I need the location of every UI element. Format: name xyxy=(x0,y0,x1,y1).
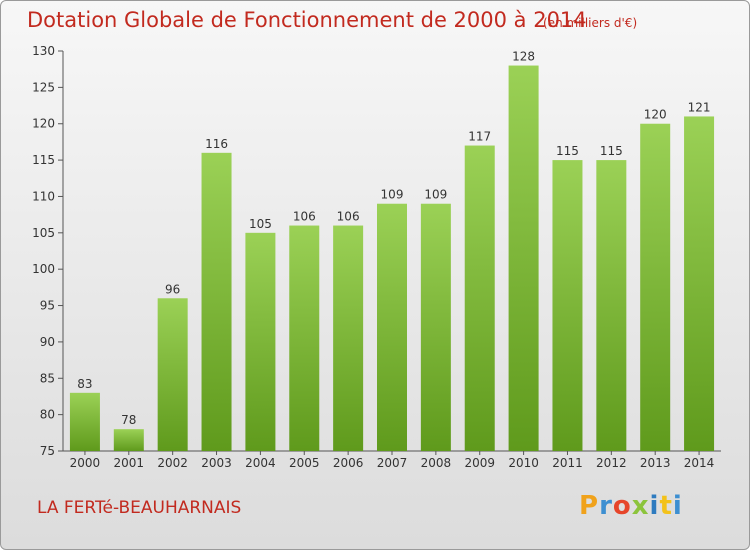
x-tick-label: 2003 xyxy=(201,456,232,470)
bar xyxy=(69,392,100,451)
data-label: 109 xyxy=(381,188,404,202)
y-tick-label: 100 xyxy=(32,262,55,276)
x-tick-label: 2012 xyxy=(596,456,627,470)
proxiti-logo: Proxiti xyxy=(579,491,683,521)
x-tick-label: 2002 xyxy=(157,456,188,470)
x-tick-label: 2006 xyxy=(333,456,364,470)
bar xyxy=(596,160,627,451)
y-tick-label: 130 xyxy=(32,44,55,58)
y-tick-label: 115 xyxy=(32,153,55,167)
x-tick-label: 2011 xyxy=(552,456,583,470)
logo-letter: r xyxy=(599,491,613,521)
bar xyxy=(377,203,407,451)
data-label: 96 xyxy=(165,282,180,296)
bar xyxy=(245,232,276,451)
y-tick-label: 120 xyxy=(32,117,55,131)
y-tick-label: 80 xyxy=(40,408,55,422)
y-tick-label: 85 xyxy=(40,371,55,385)
x-tick-label: 2001 xyxy=(114,456,145,470)
data-label: 78 xyxy=(121,413,136,427)
bar xyxy=(684,116,715,452)
data-label: 121 xyxy=(688,100,711,114)
logo-letter: i xyxy=(649,491,660,521)
bar xyxy=(640,123,671,452)
data-label: 106 xyxy=(337,210,360,224)
bar xyxy=(508,65,539,451)
x-tick-label: 2000 xyxy=(70,456,101,470)
x-tick-label: 2004 xyxy=(245,456,276,470)
bar xyxy=(113,429,144,451)
x-tick-label: 2010 xyxy=(508,456,539,470)
bar xyxy=(157,298,188,451)
data-label: 115 xyxy=(600,144,623,158)
logo-letter: i xyxy=(672,491,683,521)
chart-title: Dotation Globale de Fonctionnement de 20… xyxy=(27,8,587,32)
logo-letter: P xyxy=(579,491,600,521)
data-label: 116 xyxy=(205,137,228,151)
bar xyxy=(201,152,232,451)
commune-name: LA FERTé-BEAUHARNAIS xyxy=(37,498,242,518)
bar xyxy=(464,145,495,451)
x-tick-label: 2014 xyxy=(684,456,715,470)
bar xyxy=(420,203,451,451)
x-tick-label: 2007 xyxy=(377,456,408,470)
x-tick-label: 2013 xyxy=(640,456,671,470)
data-label: 106 xyxy=(293,210,316,224)
y-tick-label: 125 xyxy=(32,80,55,94)
bar xyxy=(552,160,583,451)
data-label: 115 xyxy=(556,144,579,158)
y-tick-label: 75 xyxy=(40,444,55,458)
logo-letter: x xyxy=(631,491,650,521)
y-tick-label: 90 xyxy=(40,335,55,349)
bars: 83 78 96 116 105 106 106 109 109 117 128 115 115 120 1… xyxy=(69,50,715,452)
data-label: 109 xyxy=(424,188,447,202)
axes: 75 80 85 90 95 100 105 110 115 120 125 130 2000 2001 2… xyxy=(32,44,721,470)
logo-letter: t xyxy=(659,491,673,521)
logo-letter: o xyxy=(612,491,632,521)
data-label: 83 xyxy=(77,377,92,391)
x-tick-label: 2009 xyxy=(464,456,495,470)
data-label: 120 xyxy=(644,108,667,122)
y-tick-label: 110 xyxy=(32,189,55,203)
data-label: 117 xyxy=(468,130,491,144)
data-label: 128 xyxy=(512,50,535,64)
x-tick-label: 2008 xyxy=(421,456,452,470)
bar xyxy=(289,225,320,451)
y-tick-label: 95 xyxy=(40,299,55,313)
bar xyxy=(333,225,364,451)
x-tick-label: 2005 xyxy=(289,456,320,470)
y-tick-label: 105 xyxy=(32,226,55,240)
chart-unit: (en milliers d'€) xyxy=(543,16,638,30)
data-label: 105 xyxy=(249,217,272,231)
